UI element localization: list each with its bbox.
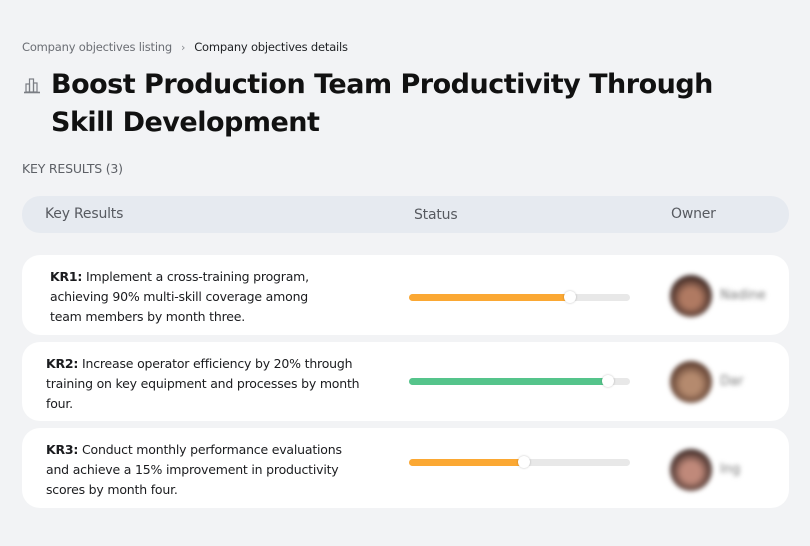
key-result-text: Conduct monthly performance evaluations … [46, 442, 342, 497]
breadcrumb-current-page: Company objectives details [194, 40, 348, 54]
key-result-text: Increase operator efficiency by 20% thro… [46, 356, 360, 411]
owner-name: Nadine [720, 288, 766, 303]
key-result-text: Implement a cross-training program, achi… [50, 269, 309, 324]
owner-name: Ing [720, 462, 741, 477]
progress-bar [409, 456, 630, 468]
progress-fill [409, 378, 608, 385]
breadcrumb: Company objectives listing › Company obj… [22, 40, 348, 54]
column-header-status: Status [414, 207, 458, 223]
key-result-row[interactable]: KR1: Implement a cross-training program,… [22, 255, 789, 335]
building-chart-icon [23, 76, 41, 94]
page-title: Boost Production Team Productivity Throu… [51, 69, 713, 138]
key-result-row[interactable]: KR3: Conduct monthly performance evaluat… [22, 428, 789, 508]
progress-fill [409, 294, 571, 301]
key-result-id: KR2: [46, 356, 79, 371]
key-results-table-header: Key Results Status Owner [22, 196, 789, 233]
breadcrumb-objectives-listing-link[interactable]: Company objectives listing [22, 40, 172, 54]
progress-fill [409, 459, 524, 466]
owner-cell[interactable]: Ing [668, 449, 778, 493]
key-result-description: KR1: Implement a cross-training program,… [50, 267, 340, 327]
avatar [670, 449, 712, 491]
owner-cell[interactable]: Nadine [668, 275, 778, 319]
key-result-description: KR2: Increase operator efficiency by 20%… [46, 354, 376, 414]
progress-knob [601, 375, 614, 387]
avatar [670, 275, 712, 317]
progress-bar [409, 291, 630, 303]
column-header-key-results: Key Results [45, 206, 124, 222]
avatar [670, 361, 712, 403]
progress-bar [409, 375, 630, 387]
progress-knob [517, 456, 530, 468]
key-results-count-label: KEY RESULTS (3) [22, 161, 123, 176]
progress-knob [564, 291, 577, 303]
owner-name: Dar [720, 374, 744, 389]
column-header-owner: Owner [671, 206, 716, 222]
owner-cell[interactable]: Dar [668, 361, 778, 405]
key-result-id: KR3: [46, 442, 79, 457]
chevron-right-icon: › [181, 40, 186, 54]
key-result-description: KR3: Conduct monthly performance evaluat… [46, 440, 356, 500]
key-result-row[interactable]: KR2: Increase operator efficiency by 20%… [22, 342, 789, 421]
key-result-id: KR1: [50, 269, 83, 284]
